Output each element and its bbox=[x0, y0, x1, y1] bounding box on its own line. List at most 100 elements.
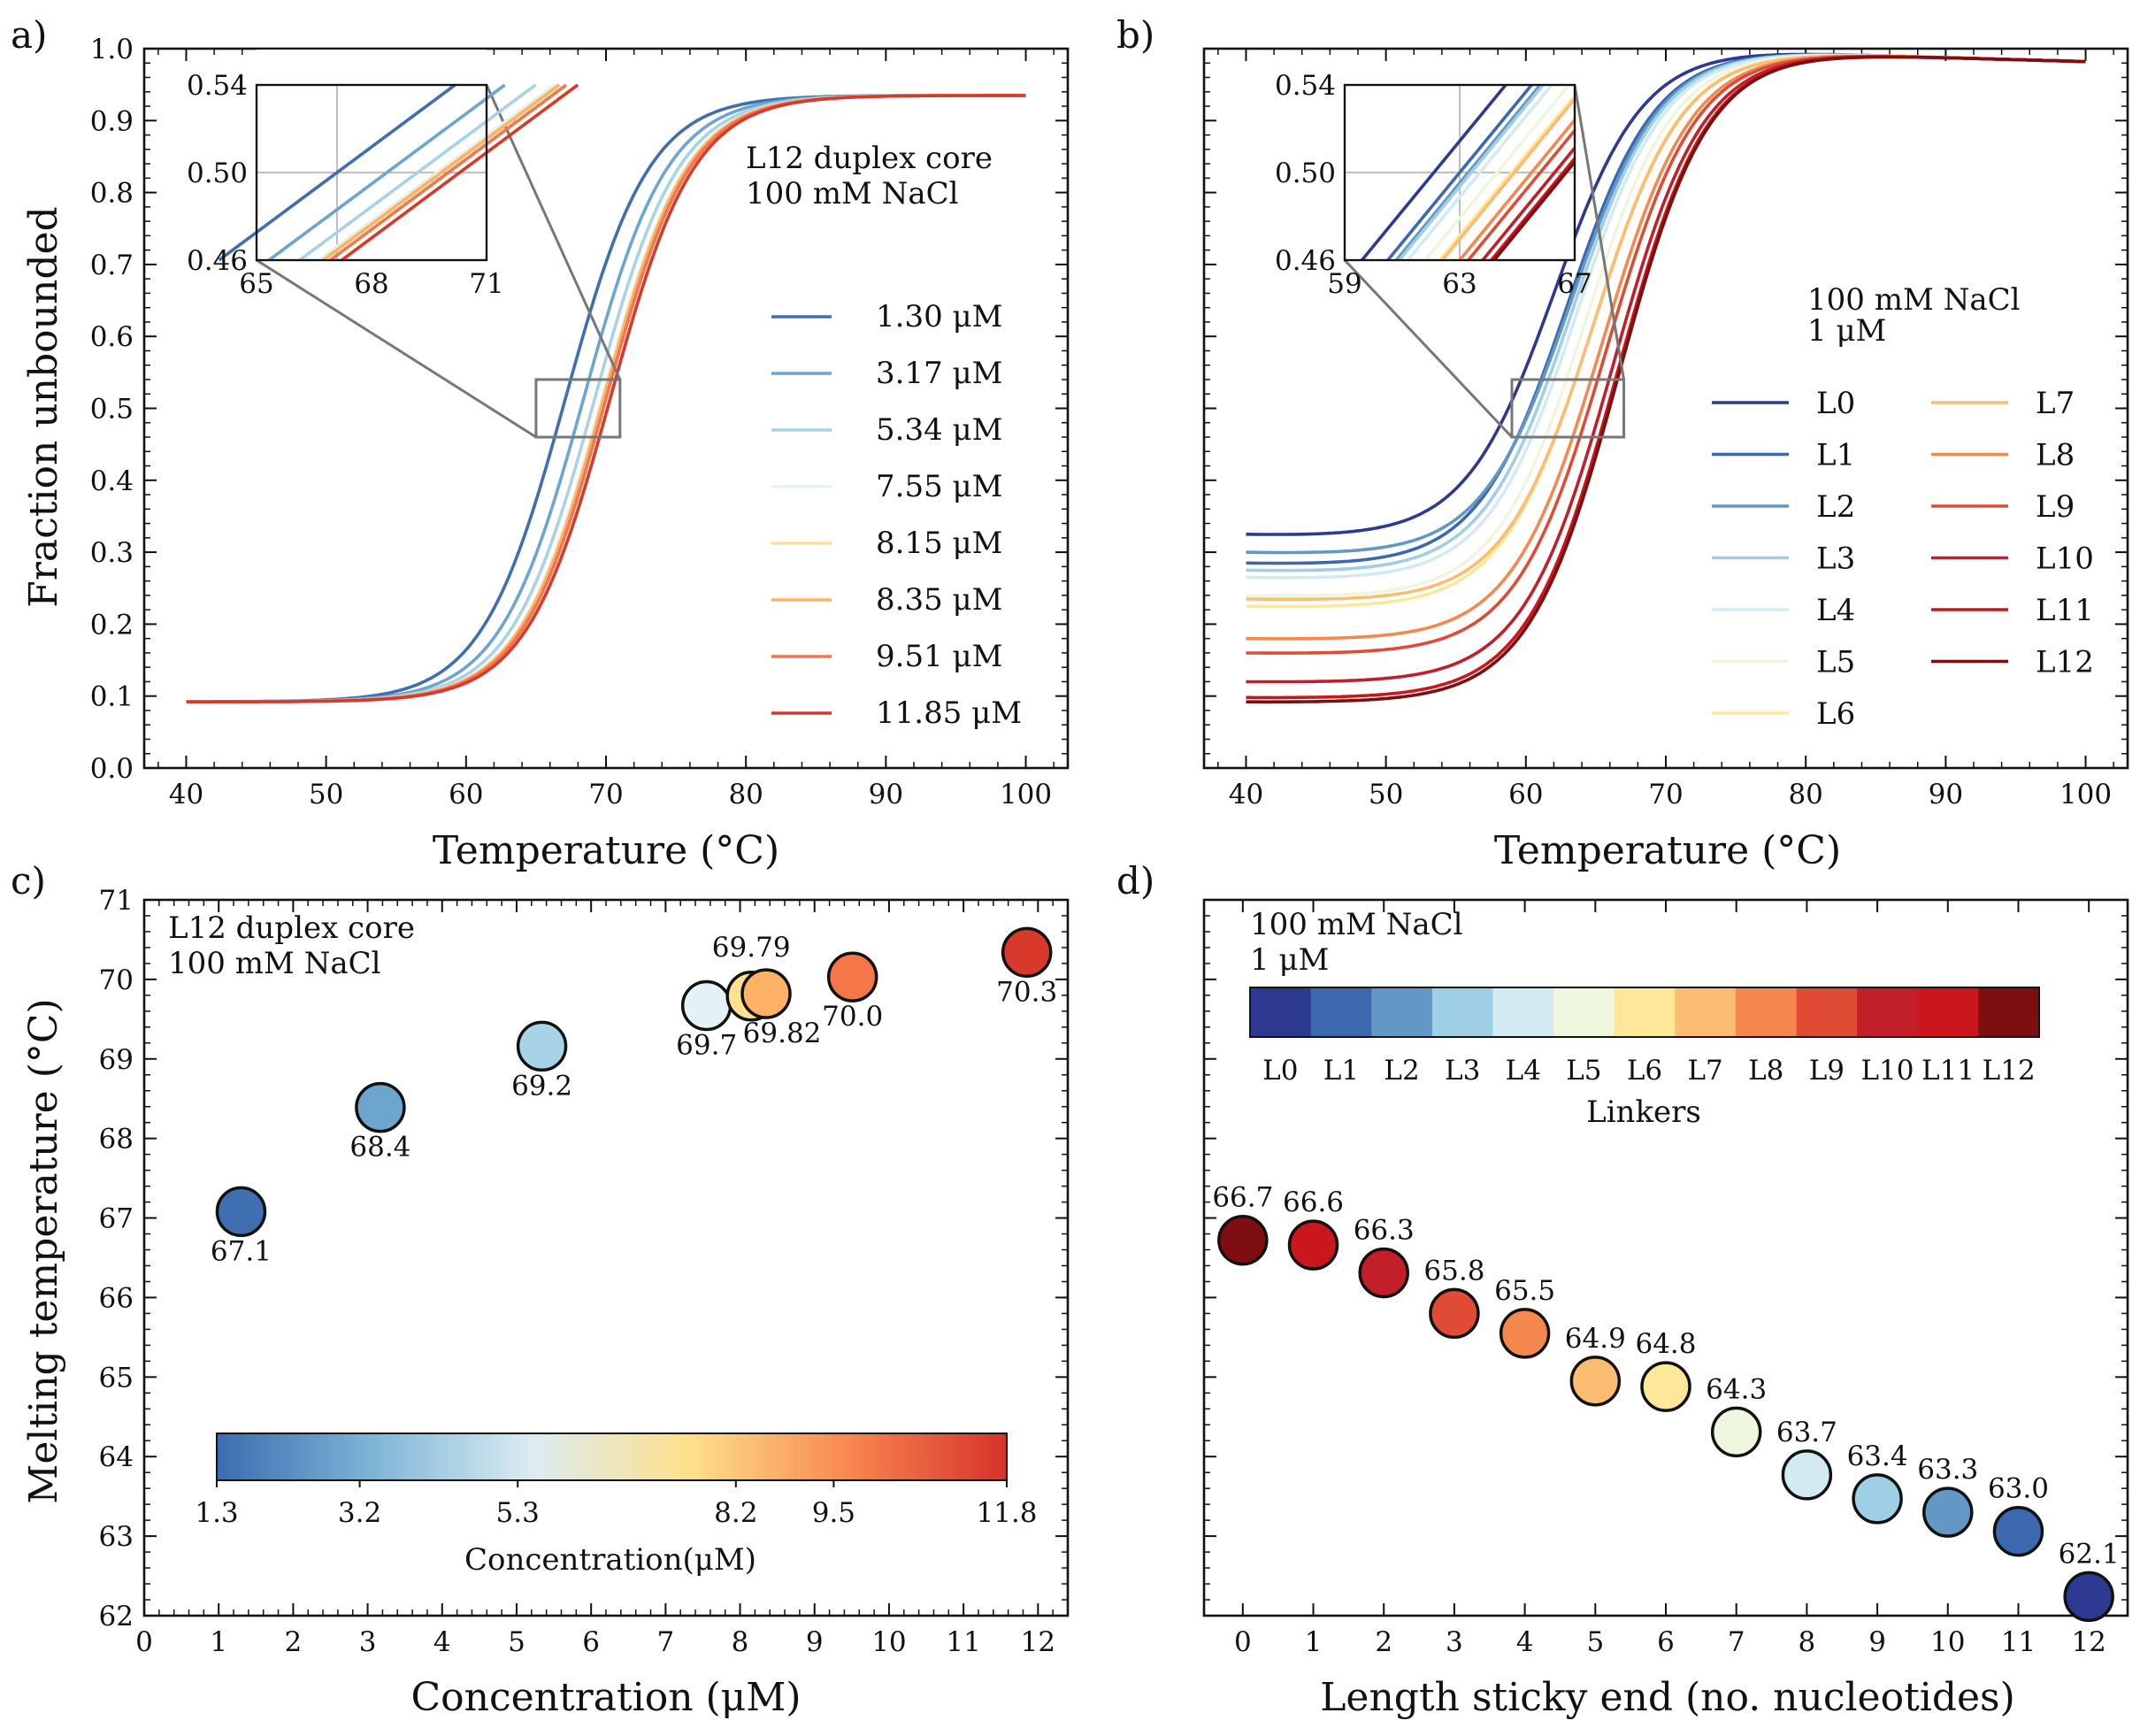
point-69.7 bbox=[680, 979, 733, 1032]
point-67.1 bbox=[215, 1186, 267, 1238]
ytick-label: 0.6 bbox=[90, 321, 134, 353]
legend-label: 1.30 μM bbox=[876, 299, 1002, 334]
point-65.5 bbox=[1499, 1308, 1551, 1359]
point-label: 66.6 bbox=[1283, 1187, 1344, 1218]
point-63.4 bbox=[1852, 1473, 1903, 1525]
inset-curve-1 bbox=[267, 83, 506, 262]
xtick-label: 70 bbox=[1648, 779, 1683, 810]
colorbar-cell-L5 bbox=[1553, 987, 1615, 1037]
inset-ytick-label: 0.50 bbox=[187, 157, 248, 189]
colorbar-c bbox=[216, 1433, 1008, 1481]
colorbar-cell-L0 bbox=[1250, 987, 1312, 1037]
ytick-label: 1.0 bbox=[90, 34, 134, 65]
colorbar-tick-label: L4 bbox=[1506, 1055, 1541, 1087]
zoom-connector bbox=[485, 84, 622, 380]
zoom-connector bbox=[1343, 258, 1514, 439]
point-label: 63.0 bbox=[1988, 1473, 2049, 1505]
inset-curve-L5 bbox=[1423, 83, 1570, 262]
annotation-b-line2: 1 μM bbox=[1807, 313, 1886, 349]
inset-xtick-label: 71 bbox=[469, 268, 503, 300]
ytick-label: 0.3 bbox=[90, 537, 134, 569]
colorbar-tick-label: L5 bbox=[1566, 1055, 1601, 1087]
annotation-c-line1: L12 duplex core bbox=[168, 910, 415, 946]
xtick-label: 60 bbox=[449, 779, 483, 810]
colorbar-cell-L1 bbox=[1310, 987, 1372, 1037]
legend-label: L12 bbox=[2036, 645, 2094, 680]
inset-curve-L3 bbox=[1398, 83, 1545, 262]
legend-label: L3 bbox=[1816, 542, 1855, 577]
colorbar-cell-L12 bbox=[1978, 987, 2040, 1037]
xtick-label: 10 bbox=[1930, 1626, 1965, 1658]
point-label: 67.1 bbox=[211, 1235, 272, 1267]
panel-label-a: a) bbox=[11, 13, 47, 57]
xtick-label: 40 bbox=[1229, 779, 1263, 810]
plot-frame-c bbox=[142, 898, 1070, 1617]
colorbar-cell-L11 bbox=[1917, 987, 1979, 1037]
legend-label: L6 bbox=[1816, 696, 1855, 732]
xtick-label: 50 bbox=[309, 779, 343, 810]
inset-xtick-label: 65 bbox=[239, 268, 273, 300]
inset-ytick-label: 0.50 bbox=[1275, 157, 1336, 189]
colorbar-tick-label: L3 bbox=[1445, 1055, 1480, 1087]
annotation-a-line2: 100 mM NaCl bbox=[746, 176, 958, 211]
colorbar-tick-label: 9.5 bbox=[812, 1497, 855, 1529]
point-label: 64.9 bbox=[1565, 1323, 1626, 1355]
annotation-a-line1: L12 duplex core bbox=[746, 141, 993, 176]
colorbar-tick-label: L10 bbox=[1860, 1055, 1914, 1087]
colorbar-tick-label: L11 bbox=[1921, 1055, 1975, 1087]
xtick-label: 7 bbox=[1728, 1626, 1745, 1658]
legend-label: L4 bbox=[1816, 593, 1855, 628]
xtick-label: 4 bbox=[1516, 1626, 1534, 1658]
xtick-label: 9 bbox=[1868, 1626, 1886, 1658]
colorbar-tick-label: 1.3 bbox=[195, 1497, 238, 1529]
curve-7 bbox=[186, 94, 1026, 703]
xtick-label: 80 bbox=[728, 779, 763, 810]
xtick-label: 6 bbox=[582, 1626, 600, 1658]
inset-ytick-label: 0.46 bbox=[187, 245, 248, 277]
xtick-label: 40 bbox=[169, 779, 203, 810]
ytick-label: 62 bbox=[99, 1601, 134, 1632]
point-63.3 bbox=[1922, 1486, 1974, 1538]
annotation-b-line1: 100 mM NaCl bbox=[1807, 282, 2020, 318]
xtick-label: 60 bbox=[1508, 779, 1543, 810]
zoom-connector bbox=[1573, 84, 1626, 380]
legend-label: L11 bbox=[2036, 593, 2094, 628]
xtick-label: 5 bbox=[508, 1626, 525, 1658]
inset-ytick-label: 0.54 bbox=[1275, 70, 1336, 102]
inset-xtick-label: 67 bbox=[1557, 268, 1592, 300]
ytick-label: 63 bbox=[99, 1521, 134, 1553]
inset-curve-0 bbox=[218, 83, 456, 262]
xtick-label: 3 bbox=[359, 1626, 377, 1658]
point-label: 64.8 bbox=[1635, 1328, 1696, 1360]
ytick-label: 64 bbox=[99, 1441, 134, 1473]
point-66.3 bbox=[1358, 1247, 1409, 1299]
legend-label: L8 bbox=[2036, 438, 2075, 473]
xtick-label: 8 bbox=[1799, 1626, 1816, 1658]
inset-curve-L11 bbox=[1490, 157, 1576, 262]
point-label: 69.79 bbox=[712, 932, 791, 964]
axes-a: 40 50 60 70 80 90 100 0.0 0.1 0.2 0.3 0.4 0.5 0.6 0.7 0… bbox=[90, 34, 1070, 810]
point-label: 63.7 bbox=[1776, 1417, 1837, 1448]
point-63.0 bbox=[1992, 1505, 2044, 1557]
colorbar-tick-label: L12 bbox=[1983, 1055, 2036, 1087]
xtick-label: 9 bbox=[806, 1626, 824, 1658]
xtick-label: 12 bbox=[1021, 1626, 1055, 1658]
inset-curve-L0 bbox=[1361, 83, 1507, 262]
xlabel-d: Length sticky end (no. nucleotides) bbox=[1320, 1675, 2015, 1720]
inset-curve-L12 bbox=[1492, 160, 1576, 262]
xtick-label: 90 bbox=[1929, 779, 1963, 810]
inset-xtick-label: 59 bbox=[1327, 268, 1361, 300]
inset-xtick-label: 63 bbox=[1442, 268, 1477, 300]
axes-b: 40 50 60 70 80 90 100 bbox=[1202, 47, 2129, 810]
legend-label: 3.17 μM bbox=[876, 356, 1002, 391]
point-66.6 bbox=[1287, 1219, 1339, 1271]
ytick-label: 66 bbox=[99, 1282, 134, 1314]
colorbar-tick-label: L8 bbox=[1748, 1055, 1783, 1087]
colorbar-cell-L10 bbox=[1857, 987, 1919, 1037]
ylabel-a: Fraction unbounded bbox=[21, 206, 66, 607]
point-label: 65.8 bbox=[1423, 1255, 1484, 1287]
ytick-label: 71 bbox=[99, 885, 134, 917]
legend-label: L1 bbox=[1816, 438, 1855, 473]
colorbar-tick-label: 8.2 bbox=[714, 1497, 757, 1529]
